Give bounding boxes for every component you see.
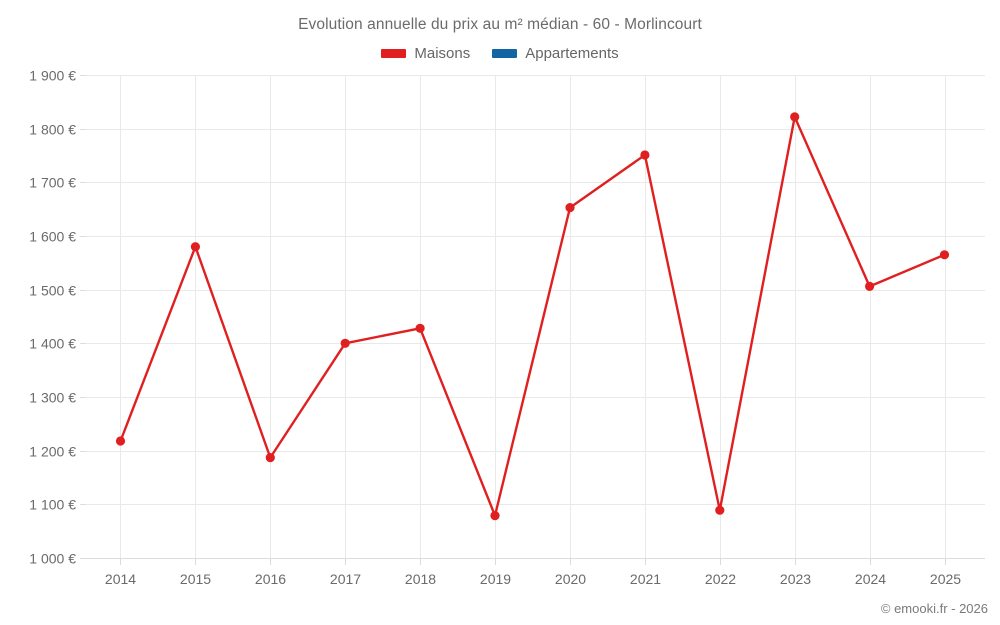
data-point[interactable]	[865, 281, 875, 291]
y-axis-tick-label: 1 900 €	[29, 68, 76, 84]
data-point[interactable]	[265, 453, 275, 463]
x-axis-tick-label: 2014	[105, 571, 136, 587]
y-axis-tick-label: 1 400 €	[29, 336, 76, 352]
data-point[interactable]	[490, 510, 500, 521]
data-point[interactable]	[715, 505, 725, 515]
data-point[interactable]	[565, 203, 575, 213]
x-axis-tick-label: 2019	[480, 571, 511, 587]
x-axis-tick-label: 2018	[405, 571, 436, 587]
series-line-maisons	[119, 115, 946, 517]
legend-item-maisons[interactable]: Maisons	[381, 45, 470, 62]
legend-swatch-maisons	[381, 49, 407, 58]
legend-label-maisons: Maisons	[414, 45, 471, 62]
data-point[interactable]	[115, 436, 126, 446]
data-point[interactable]	[939, 250, 950, 260]
x-axis-tick-label: 2021	[630, 571, 661, 587]
chart-title: Evolution annuelle du prix au m² médian …	[298, 16, 702, 33]
chart-legend: Maisons Appartements	[0, 45, 1000, 62]
y-axis-tick-label: 1 300 €	[29, 390, 76, 406]
x-axis-tick-label: 2017	[330, 571, 361, 587]
y-axis-tick-label: 1 500 €	[29, 283, 76, 299]
x-axis-tick-label: 2024	[855, 571, 886, 587]
y-axis-tick-label: 1 100 €	[29, 497, 76, 513]
data-point[interactable]	[790, 112, 800, 122]
y-axis-tick-label: 1 700 €	[29, 175, 76, 191]
x-axis-tick-label: 2023	[780, 571, 811, 587]
data-point[interactable]	[640, 150, 650, 160]
y-axis-tick-label: 1 200 €	[29, 444, 76, 460]
x-axis-tick-label: 2022	[705, 571, 736, 587]
x-axis-tick-label: 2016	[255, 571, 286, 587]
copyright-credit: © emooki.fr - 2026	[880, 601, 988, 616]
y-axis-tick-label: 1 600 €	[29, 229, 76, 245]
legend-swatch-appartements	[492, 49, 518, 58]
data-point[interactable]	[415, 323, 425, 333]
x-axis-tick-label: 2015	[180, 571, 211, 587]
x-axis-tick-label: 2020	[555, 571, 586, 587]
data-point[interactable]	[340, 338, 350, 348]
legend-label-appartements: Appartements	[525, 45, 619, 62]
y-axis-tick-label: 1 800 €	[29, 122, 76, 138]
data-point[interactable]	[190, 242, 200, 252]
x-axis-tick-label: 2025	[930, 571, 961, 587]
legend-item-appartements[interactable]: Appartements	[492, 45, 619, 62]
y-axis-tick-label: 1 000 €	[29, 551, 76, 567]
